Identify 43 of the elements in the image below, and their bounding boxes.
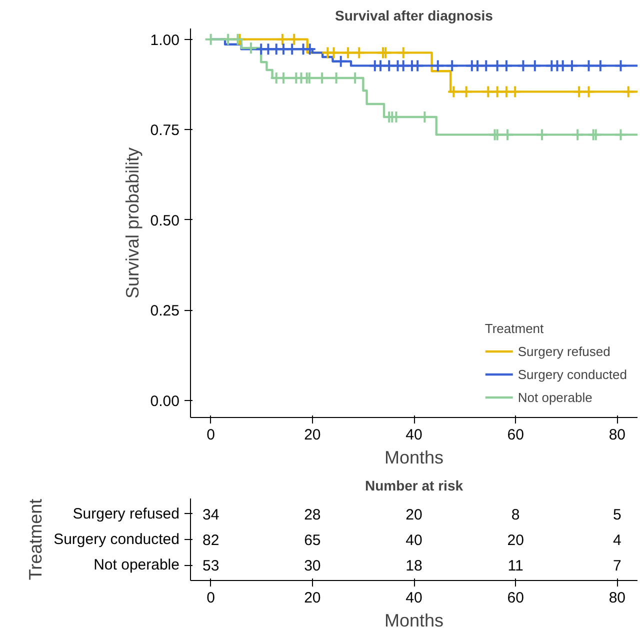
x-tick-label: 80 [608, 590, 626, 606]
y-tick-label: 0.75 [150, 122, 180, 140]
x-tick-label: 20 [304, 590, 321, 606]
x-tick-label: 20 [304, 426, 321, 444]
data-label: 7 [613, 558, 622, 575]
x-axis-title: Months [384, 448, 444, 468]
legend-label: Surgery conducted [518, 366, 627, 382]
legend-label: Surgery refused [518, 344, 610, 358]
data-label: 20 [507, 532, 524, 549]
legend-label: Not operable [518, 390, 592, 404]
data-label: 53 [202, 558, 220, 575]
y-tick-label: 0.50 [150, 212, 180, 230]
data-label: 82 [202, 532, 220, 549]
data-label: 40 [406, 532, 422, 549]
y-tick-label: Not operable [94, 556, 180, 574]
data-label: 18 [406, 558, 422, 575]
y-axis-title: Treatment [26, 498, 46, 580]
x-tick-label: 80 [608, 426, 626, 444]
data-label: 11 [508, 558, 524, 575]
y-tick-label: 0.25 [150, 302, 180, 320]
data-label: 65 [304, 532, 321, 549]
y-tick-label: Surgery refused [72, 505, 180, 522]
legend-title: Treatment [484, 321, 545, 336]
data-label: 8 [511, 506, 520, 524]
y-tick-label: 1.00 [150, 32, 180, 49]
x-tick-label: 60 [507, 590, 524, 606]
x-tick-label: 0 [206, 426, 215, 444]
data-label: 30 [304, 558, 321, 575]
data-label: 34 [202, 506, 220, 524]
data-label: 20 [406, 506, 422, 524]
x-axis-title: Months [384, 610, 444, 630]
data-label: 5 [613, 506, 622, 524]
x-tick-label: 60 [507, 426, 524, 444]
x-tick-label: 0 [206, 590, 215, 606]
chart-title: Number at risk [364, 478, 464, 494]
data-label: 28 [304, 506, 321, 524]
x-tick-label: 40 [406, 426, 422, 444]
y-tick-label: 0.00 [150, 393, 180, 410]
data-label: 4 [613, 532, 622, 549]
chart-title: Survival after diagnosis [335, 8, 494, 24]
x-tick-label: 40 [406, 590, 422, 606]
y-axis-title: Survival probability [122, 147, 142, 299]
y-tick-label: Surgery conducted [54, 531, 180, 548]
